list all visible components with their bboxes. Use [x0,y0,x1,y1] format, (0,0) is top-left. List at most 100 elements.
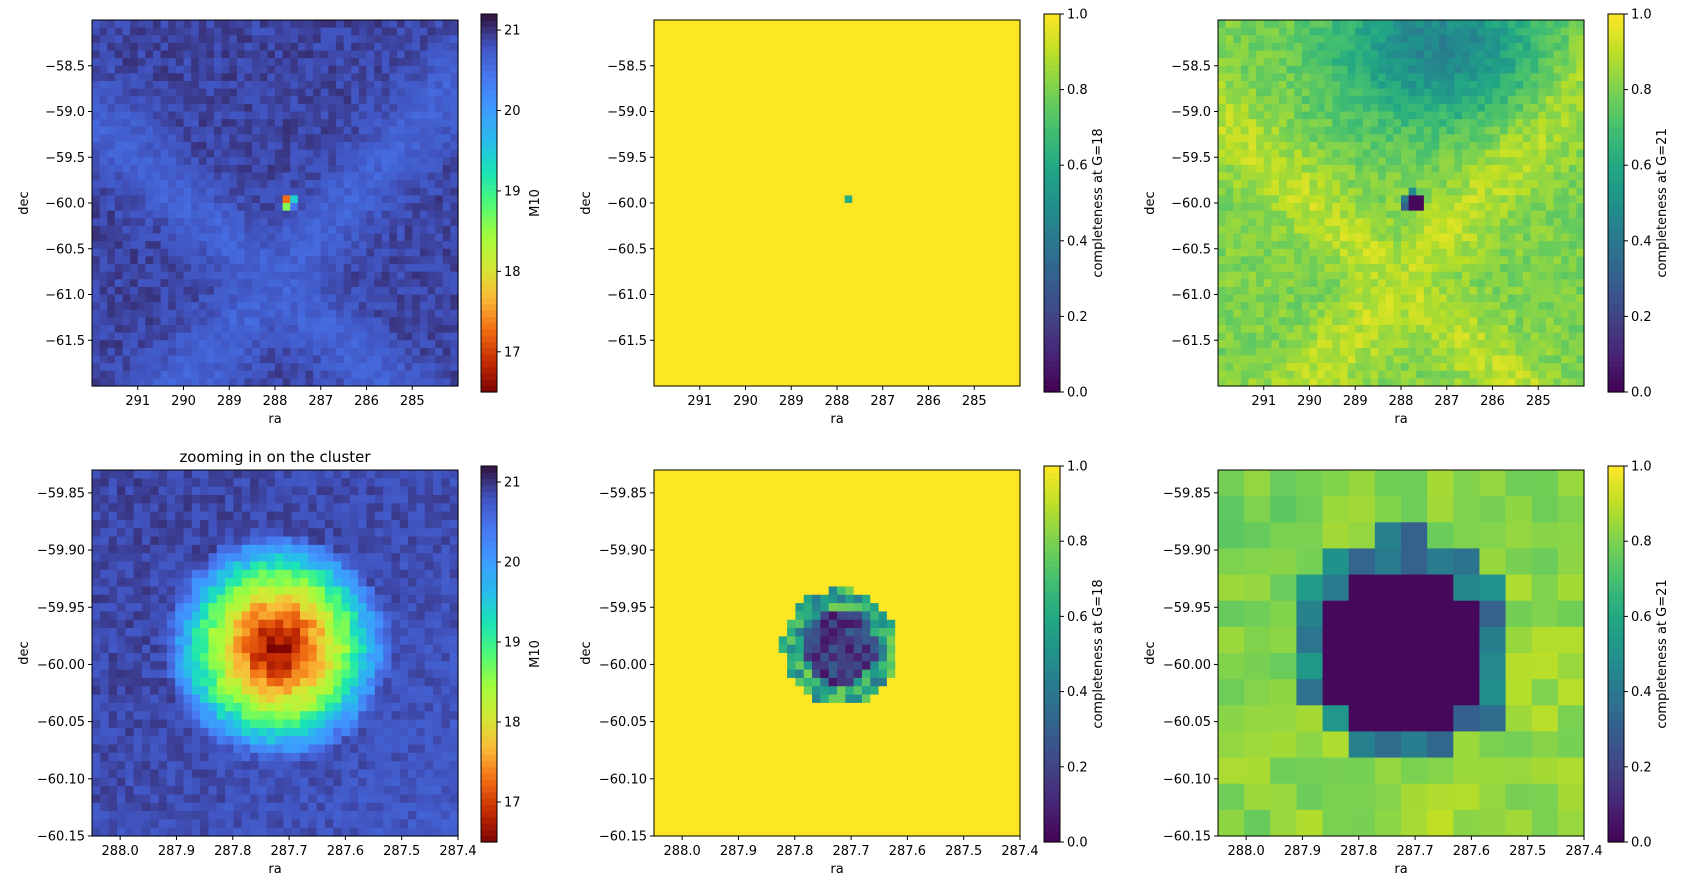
heatmap-cell [267,157,276,166]
heatmap-cell [175,73,185,82]
heatmap-cell [753,180,762,189]
heatmap-cell [654,35,663,44]
heatmap-cell [654,203,663,212]
heatmap-cell [381,347,390,357]
heatmap-cell [859,65,869,74]
heatmap-cell [442,340,451,349]
heatmap-cell [366,73,375,82]
heatmap-cell [837,370,846,379]
heatmap-cell [160,355,169,364]
heatmap-cell [1012,355,1021,364]
heatmap-cell [730,309,739,318]
heatmap-cell [867,96,876,105]
heatmap-cell [890,164,899,174]
heatmap-cell [1012,210,1021,219]
heatmap-cell [160,88,169,97]
heatmap-cell [275,264,284,273]
heatmap-cell [875,157,884,166]
heatmap-cell [122,271,131,280]
heatmap-cell [966,210,975,219]
heatmap-cell [1012,241,1021,250]
heatmap-cell [791,340,800,349]
heatmap-cell [867,20,876,29]
colorbar-band [1044,266,1060,273]
heatmap-cell [343,126,352,135]
heatmap-cell [214,203,223,212]
heatmap-cell [890,264,899,273]
heatmap-cell [821,172,830,181]
heatmap-cell [381,157,390,166]
heatmap-cell [936,50,945,59]
heatmap-cell [875,20,884,29]
heatmap-cell [654,210,663,219]
heatmap-cell [776,134,785,143]
heatmap-cell [783,134,792,143]
heatmap-cell [381,363,390,372]
heatmap-cell [1218,370,1227,379]
heatmap-cell [267,233,276,242]
heatmap-cell [859,340,869,349]
heatmap-cell [442,65,451,74]
heatmap-cell [358,119,368,128]
heatmap-cell [1012,149,1021,158]
heatmap-cell [776,378,785,387]
heatmap-cell [122,111,131,120]
heatmap-cell [661,286,670,296]
heatmap-cell [297,172,307,181]
heatmap-cell [1004,271,1013,280]
heatmap-cell [699,256,708,265]
heatmap-cell [229,42,238,52]
heatmap-cell [99,126,108,135]
heatmap-cell [221,294,230,303]
heatmap-cell [450,241,459,250]
heatmap-cell [122,225,131,235]
heatmap-cell [959,81,968,90]
heatmap-cell [168,302,177,311]
heatmap-cell [821,73,830,82]
heatmap-cell [1004,210,1013,219]
heatmap-cell [745,203,754,212]
heatmap-cell [715,309,724,318]
heatmap-cell [943,42,952,52]
heatmap-cell [798,248,808,257]
heatmap-cell [737,126,747,135]
heatmap-cell [435,187,444,196]
heatmap-cell [1218,340,1227,349]
heatmap-cell [114,370,124,379]
heatmap-cell [1240,103,1250,113]
heatmap-cell [153,302,162,311]
heatmap-cell [99,309,108,318]
heatmap-cell [358,35,368,44]
heatmap-cell [168,172,177,181]
heatmap-cell [920,111,930,120]
heatmap-cell [198,103,207,113]
heatmap-cell [1004,73,1013,82]
heatmap-cell [905,233,914,242]
heatmap-cell [821,134,830,143]
heatmap-cell [183,286,192,296]
heatmap-cell [320,355,329,364]
heatmap-cell [676,355,686,364]
heatmap-cell [153,58,162,67]
heatmap-cell [920,317,930,326]
heatmap-cell [358,325,368,334]
heatmap-cell [236,195,246,204]
heatmap-cell [951,248,960,257]
heatmap-cell [282,256,291,265]
heatmap-cell [1225,142,1234,151]
heatmap-cell [206,42,215,52]
heatmap-cell [1233,302,1242,311]
heatmap-cell [92,233,101,242]
x-tick-label: 285 [962,394,987,409]
heatmap-cell [214,119,223,128]
heatmap-cell [366,134,375,143]
heatmap-cell [1240,111,1250,120]
heatmap-cell [989,42,998,52]
heatmap-cell [267,248,276,257]
heatmap-cell [297,81,307,90]
heatmap-cell [707,210,716,219]
heatmap-cell [259,363,268,372]
heatmap-cell [768,317,777,326]
heatmap-cell [397,180,406,189]
